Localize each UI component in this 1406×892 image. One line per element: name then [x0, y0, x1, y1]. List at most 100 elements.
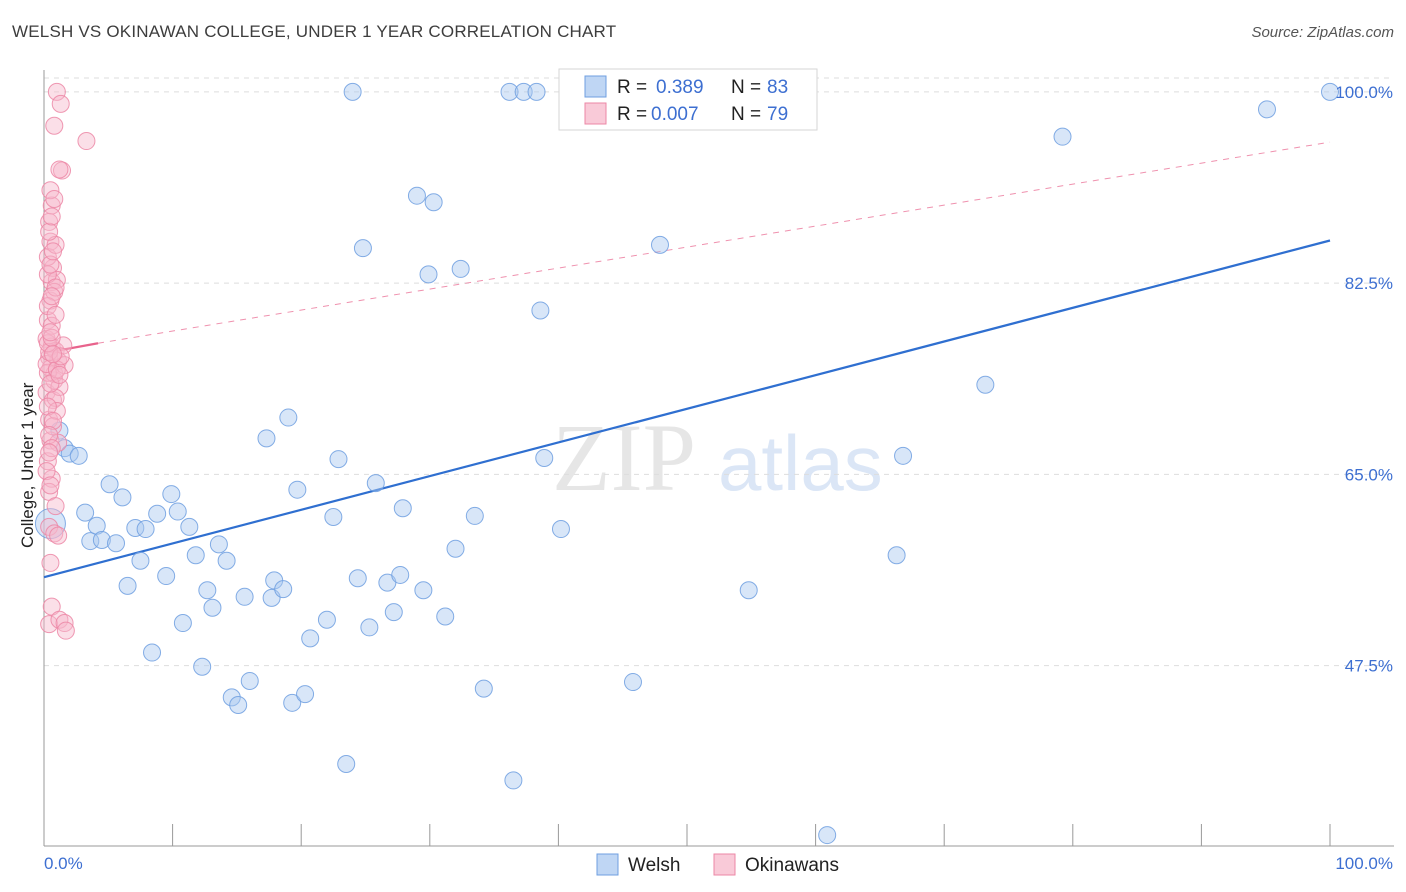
welsh-point[interactable] — [193, 657, 212, 676]
okinawans-point[interactable] — [41, 255, 60, 274]
okinawans-point[interactable] — [50, 365, 69, 384]
okinawans-point[interactable] — [40, 222, 59, 241]
welsh-point[interactable] — [324, 508, 343, 527]
okinawans-point[interactable] — [56, 621, 75, 640]
welsh-point[interactable] — [317, 610, 336, 629]
welsh-point[interactable] — [1321, 82, 1339, 101]
welsh-point[interactable] — [76, 503, 95, 522]
legend-bottom-welsh-label[interactable]: Welsh — [628, 855, 680, 876]
legend-bottom-okinawan-swatch[interactable] — [713, 853, 736, 876]
welsh-point[interactable] — [168, 502, 187, 521]
welsh-point[interactable] — [100, 475, 119, 494]
welsh-point[interactable] — [143, 643, 162, 662]
welsh-point[interactable] — [229, 696, 248, 715]
okinawans-point[interactable] — [49, 526, 68, 545]
welsh-point[interactable] — [739, 581, 758, 600]
legend-bottom-okinawan-label[interactable]: Okinawans — [745, 855, 839, 876]
okinawans-point[interactable] — [50, 610, 69, 629]
welsh-point[interactable] — [894, 446, 913, 465]
welsh-point[interactable] — [257, 429, 276, 448]
welsh-point[interactable] — [329, 450, 348, 469]
welsh-point[interactable] — [623, 673, 642, 692]
welsh-point[interactable] — [1053, 127, 1072, 146]
legend-bottom-welsh-swatch[interactable] — [596, 853, 619, 876]
welsh-point[interactable] — [118, 576, 137, 595]
welsh-point[interactable] — [274, 580, 293, 599]
okinawans-point[interactable] — [51, 94, 70, 113]
okinawans-point[interactable] — [46, 497, 65, 516]
welsh-point[interactable] — [209, 535, 228, 554]
okinawans-point[interactable] — [45, 116, 64, 135]
welsh-point[interactable] — [424, 193, 443, 212]
welsh-point[interactable] — [240, 671, 259, 690]
okinawans-point[interactable] — [47, 82, 66, 101]
okinawans-point[interactable] — [40, 615, 59, 634]
welsh-point[interactable] — [527, 82, 546, 101]
okinawans-point[interactable] — [42, 328, 61, 347]
welsh-point[interactable] — [976, 375, 995, 394]
welsh-point[interactable] — [504, 771, 523, 790]
welsh-point[interactable] — [531, 301, 550, 320]
okinawans-point[interactable] — [46, 305, 65, 324]
welsh-point[interactable] — [343, 82, 362, 101]
okinawans-point[interactable] — [47, 402, 66, 421]
okinawans-point[interactable] — [46, 278, 65, 297]
welsh-point[interactable] — [407, 186, 426, 205]
okinawans-point[interactable] — [77, 132, 96, 151]
welsh-point[interactable] — [180, 517, 199, 536]
okinawans-point[interactable] — [38, 397, 57, 416]
welsh-point[interactable] — [107, 534, 126, 553]
welsh-point[interactable] — [136, 520, 155, 539]
okinawans-point[interactable] — [41, 181, 60, 200]
welsh-point[interactable] — [235, 587, 254, 606]
welsh-point[interactable] — [451, 259, 470, 278]
welsh-point[interactable] — [391, 565, 410, 584]
welsh-point[interactable] — [514, 82, 533, 101]
welsh-point[interactable] — [887, 546, 906, 565]
welsh-point[interactable] — [148, 504, 167, 523]
okinawans-point[interactable] — [41, 476, 60, 495]
welsh-point[interactable] — [296, 685, 315, 704]
welsh-point[interactable] — [1257, 100, 1276, 119]
welsh-point[interactable] — [173, 614, 192, 633]
okinawans-point[interactable] — [37, 462, 56, 481]
welsh-point[interactable] — [337, 755, 356, 774]
okinawans-point[interactable] — [45, 189, 64, 208]
welsh-point[interactable] — [217, 551, 236, 570]
welsh-point[interactable] — [279, 408, 298, 427]
welsh-point[interactable] — [92, 530, 111, 549]
okinawans-point[interactable] — [50, 160, 69, 179]
welsh-point[interactable] — [87, 516, 106, 535]
welsh-point[interactable] — [366, 474, 385, 493]
okinawans-point[interactable] — [40, 443, 59, 462]
welsh-point[interactable] — [818, 826, 837, 845]
welsh-point[interactable] — [301, 629, 320, 648]
welsh-point[interactable] — [650, 235, 669, 254]
welsh-point[interactable] — [419, 265, 438, 284]
okinawans-point[interactable] — [41, 553, 60, 572]
welsh-point[interactable] — [348, 569, 367, 588]
welsh-point[interactable] — [474, 679, 493, 698]
okinawans-point[interactable] — [44, 411, 63, 430]
okinawans-point[interactable] — [47, 270, 66, 289]
welsh-point[interactable] — [393, 499, 412, 518]
welsh-point[interactable] — [535, 449, 554, 467]
welsh-point[interactable] — [446, 539, 465, 558]
okinawans-point[interactable] — [55, 614, 74, 633]
welsh-point[interactable] — [157, 567, 176, 586]
welsh-point[interactable] — [465, 506, 484, 525]
welsh-point[interactable] — [414, 581, 433, 600]
okinawans-point[interactable] — [44, 242, 63, 261]
welsh-point[interactable] — [186, 546, 205, 565]
welsh-point[interactable] — [283, 693, 302, 712]
welsh-point[interactable] — [69, 446, 88, 465]
okinawans-point[interactable] — [42, 287, 61, 306]
welsh-point[interactable] — [500, 82, 519, 101]
welsh-point[interactable] — [353, 239, 372, 258]
okinawans-point[interactable] — [44, 345, 63, 364]
welsh-point[interactable] — [60, 444, 79, 463]
welsh-point[interactable] — [551, 520, 570, 539]
okinawans-point[interactable] — [51, 347, 70, 366]
welsh-point[interactable] — [131, 551, 150, 570]
welsh-point[interactable] — [198, 581, 217, 600]
